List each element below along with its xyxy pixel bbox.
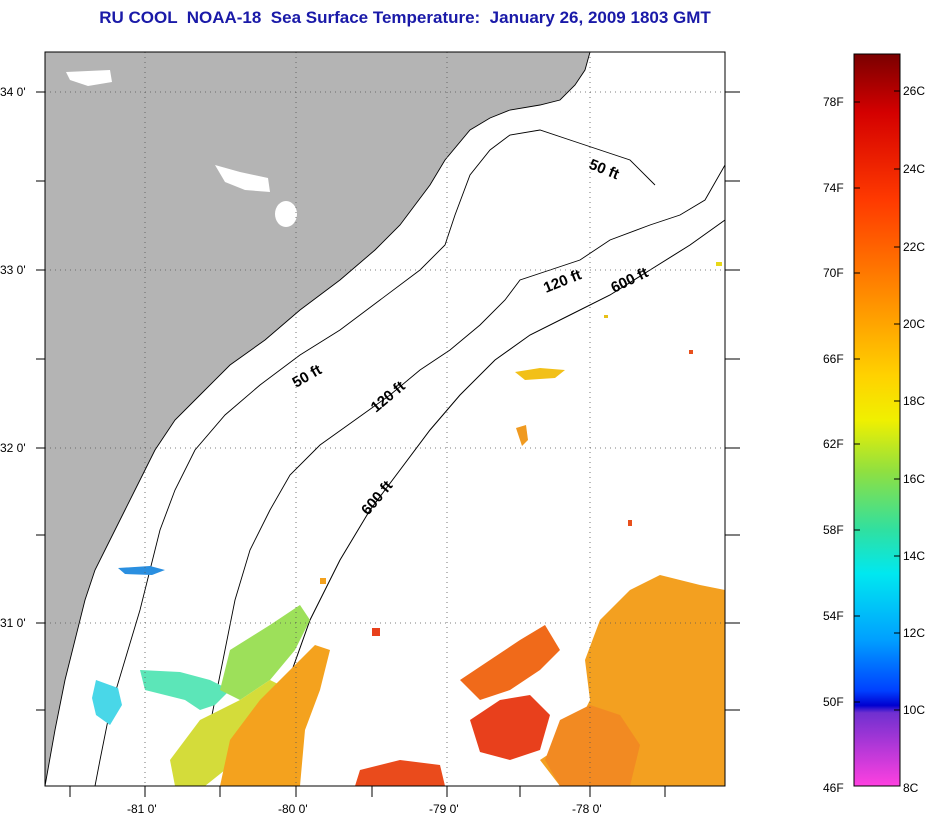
sst-patch-yellow xyxy=(515,368,565,380)
colorbar-scale xyxy=(853,53,901,787)
colorbar-c-label: 12C xyxy=(903,626,926,640)
map-frame xyxy=(44,51,726,787)
colorbar-f-label: 46F xyxy=(823,781,844,795)
colorbar-f-label: 50F xyxy=(823,695,844,709)
sst-patch-blue xyxy=(118,566,165,575)
figure-title: RU COOL NOAA-18 Sea Surface Temperature:… xyxy=(99,8,711,27)
colorbar-c-label: 24C xyxy=(903,162,926,176)
lat-label: 31 0' xyxy=(0,616,26,630)
sst-patch-cool xyxy=(140,670,230,710)
sst-patch-speck xyxy=(372,628,380,636)
colorbar-c-label: 18C xyxy=(903,394,926,408)
map-land xyxy=(45,52,590,786)
sst-map: 34 0' 33 0' 32 0' 31 0' -81 0' -80 0' -7… xyxy=(0,51,740,816)
sst-patch-speck xyxy=(320,578,326,584)
colorbar-f-label: 54F xyxy=(823,609,844,623)
colorbar-ticks xyxy=(854,90,900,711)
sst-patch-speck xyxy=(689,350,693,354)
sst-patch-green xyxy=(220,605,310,700)
sst-patch-cyan xyxy=(92,680,122,725)
colorbar-c-label: 26C xyxy=(903,84,926,98)
axis-ticks xyxy=(36,91,740,797)
colorbar-f-label: 78F xyxy=(823,95,844,109)
isobath-600ft xyxy=(259,219,726,787)
sst-patch-orange-mid xyxy=(545,705,640,786)
colorbar-f-label: 62F xyxy=(823,437,844,451)
map-land-lake xyxy=(215,165,270,192)
map-land-lake xyxy=(66,70,112,86)
sst-patch-red xyxy=(470,695,550,760)
map-land-lake xyxy=(595,52,640,170)
sst-patch-orange-small xyxy=(516,425,528,446)
lat-label: 32 0' xyxy=(0,441,26,455)
colorbar-c-label: 10C xyxy=(903,703,926,717)
colorbar-c-label: 22C xyxy=(903,240,926,254)
colorbar: 78F 74F 70F 66F 62F 58F 54F 50F 46F 26C … xyxy=(800,0,928,817)
lon-label: -79 0' xyxy=(429,802,459,816)
colorbar-f-label: 66F xyxy=(823,352,844,366)
lon-label: -80 0' xyxy=(278,802,308,816)
lon-label: -81 0' xyxy=(127,802,157,816)
colorbar-f-label: 70F xyxy=(823,266,844,280)
sst-patch-speck xyxy=(628,520,632,526)
colorbar-c-label: 8C xyxy=(903,781,919,795)
colorbar-f-label: 74F xyxy=(823,181,844,195)
sst-patch-speck xyxy=(604,315,608,318)
graticule xyxy=(45,52,725,786)
sst-patch-speck xyxy=(716,262,722,266)
colorbar-c-label: 20C xyxy=(903,317,926,331)
colorbar-c-label: 14C xyxy=(903,549,926,563)
lat-label: 34 0' xyxy=(0,85,26,99)
colorbar-f-label: 58F xyxy=(823,523,844,537)
sst-patch-orangered xyxy=(460,625,560,700)
sst-patch-orange-west xyxy=(220,645,330,786)
lon-label: -78 0' xyxy=(572,802,602,816)
isobath-120ft xyxy=(199,164,726,787)
sst-patch-red2 xyxy=(355,760,445,786)
lat-label: 33 0' xyxy=(0,263,26,277)
map-land-lake xyxy=(275,201,297,227)
coastline xyxy=(44,51,591,787)
colorbar-c-label: 16C xyxy=(903,472,926,486)
isobath-50ft xyxy=(94,129,656,787)
